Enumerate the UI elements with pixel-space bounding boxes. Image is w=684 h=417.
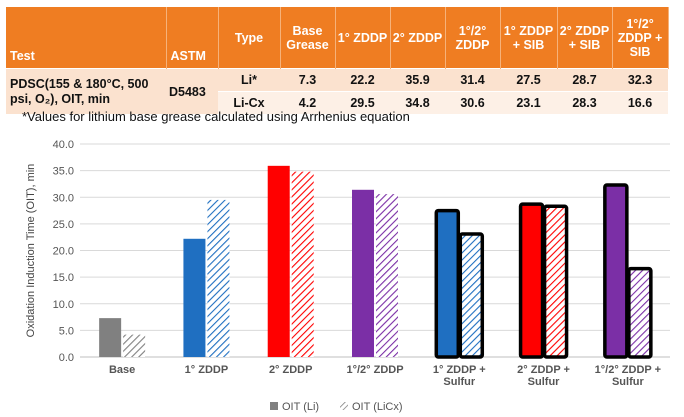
bar-licx [542,204,569,359]
bar-li [518,202,545,359]
y-tick-label: 30.0 [53,192,74,204]
y-tick-label: 25.0 [53,219,74,231]
header-1-zddp: 1° ZDDP [335,7,391,69]
value-cell: 28.3 [557,91,612,114]
bar-li [434,208,461,359]
y-tick-label: 15.0 [53,272,74,284]
legend-swatch-licx [340,402,348,410]
legend-swatch-li [270,402,278,410]
header-1-zddp-sib: 1° ZDDP + SIB [500,7,558,69]
bar-licx [207,199,230,357]
y-tick-label: 5.0 [59,325,74,337]
x-category-label: 1°/2° ZDDP [346,364,403,376]
oit-data-table: Test ASTM Type Base Grease 1° ZDDP 2° ZD… [6,7,669,114]
value-cell: 16.6 [612,91,668,114]
y-tick-label: 0.0 [59,352,74,364]
footnote: *Values for lithium base grease calculat… [22,109,410,124]
x-category-label: 1° ZDDP [185,364,229,376]
legend-label-licx: OIT (LiCx) [352,401,403,413]
astm-cell: D5483 [166,68,218,114]
bar-li [267,165,290,357]
bar-li [352,189,374,357]
x-category-label: 1°/2° ZDDP + Sulfur [595,364,661,388]
type-cell: Li* [218,68,280,92]
value-cell: 27.5 [500,68,557,92]
test-name-cell: PDSC(155 & 180°C, 500 psi, O₂), OIT, min [6,68,166,114]
value-cell: 35.9 [390,68,445,92]
value-cell: 30.6 [445,91,500,114]
header-2-zddp-sib: 2° ZDDP + SIB [557,7,613,69]
value-cell: 23.1 [500,91,557,114]
bar-licx [458,232,485,359]
bar-li [603,183,629,359]
bar-li [99,318,122,357]
y-tick-label: 10.0 [53,299,74,311]
value-cell: 29.5 [335,91,390,114]
value-cell: 4.2 [280,91,335,114]
bar-li [183,238,206,357]
header-astm: ASTM [166,7,219,69]
legend-label-li: OIT (Li) [282,401,319,413]
y-tick-label: 20.0 [53,246,74,258]
table-header-row: Test ASTM Type Base Grease 1° ZDDP 2° ZD… [6,7,669,69]
header-base-grease: Base Grease [280,7,336,69]
bar-licx [123,334,146,357]
header-1-2-zddp-sib: 1°/2° ZDDP + SIB [612,7,669,69]
value-cell: 7.3 [280,68,335,92]
bar-licx [291,171,314,357]
header-test: Test [6,7,167,69]
header-type: Type [218,7,281,69]
bar-licx [627,266,653,359]
value-cell: 34.8 [390,91,445,114]
bar-licx [376,194,398,357]
x-category-label: 2° ZDDP [269,364,313,376]
x-category-label: Base [109,364,135,376]
value-cell: 22.2 [335,68,390,92]
y-tick-label: 35.0 [53,166,74,178]
header-1-2-zddp: 1°/2° ZDDP [445,7,501,69]
header-2-zddp: 2° ZDDP [390,7,446,69]
value-cell: 31.4 [445,68,500,92]
table-row: Li-Cx 4.2 29.5 34.8 30.6 23.1 28.3 16.6 [6,91,668,114]
value-cell: 32.3 [612,68,668,92]
x-category-label: 2° ZDDP + Sulfur [517,364,570,388]
y-axis-label: Oxidation Induction Time (OIT), min [25,164,37,338]
y-tick-label: 40.0 [53,139,74,151]
table-row: PDSC(155 & 180°C, 500 psi, O₂), OIT, min… [6,68,668,114]
type-cell: Li-Cx [218,91,280,114]
x-category-label: 1° ZDDP + Sulfur [433,364,486,388]
value-cell: 28.7 [557,68,612,92]
